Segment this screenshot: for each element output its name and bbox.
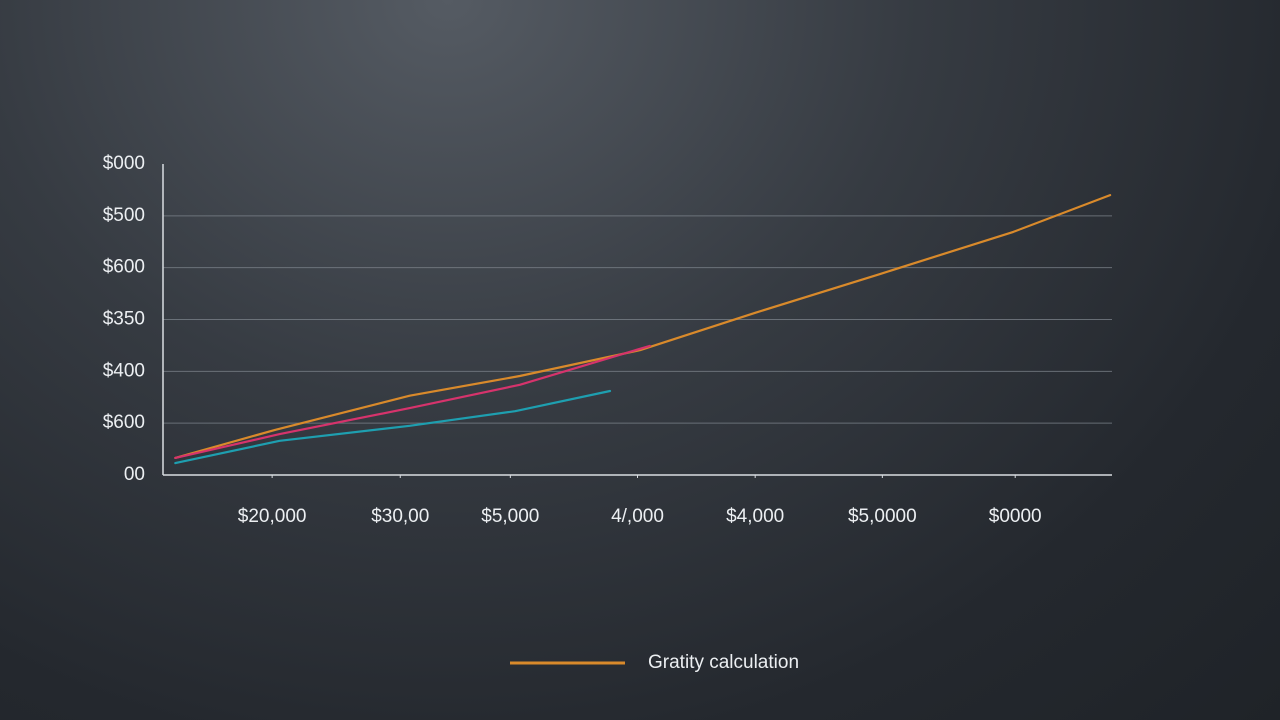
legend-label: Gratity calculation	[648, 652, 799, 673]
series-line	[174, 344, 651, 459]
x-tick-label: $20,000	[238, 506, 307, 527]
y-tick-label: $500	[103, 205, 145, 226]
x-tick-label: $30,00	[371, 506, 429, 527]
x-tick-label: $5,0000	[848, 506, 917, 527]
series-line	[174, 194, 1112, 459]
y-tick-label: $400	[103, 360, 145, 381]
y-tick-label: $350	[103, 309, 145, 330]
y-tick-label: $600	[103, 412, 145, 433]
x-tick-label: $0000	[989, 506, 1042, 527]
y-tick-label: 00	[124, 464, 145, 485]
y-tick-label: $600	[103, 257, 145, 278]
series-line	[174, 389, 612, 465]
x-tick-label: 4/,000	[611, 506, 664, 527]
x-tick-label: $5,000	[481, 506, 539, 527]
y-tick-label: $000	[103, 153, 145, 174]
x-tick-label: $4,000	[726, 506, 784, 527]
